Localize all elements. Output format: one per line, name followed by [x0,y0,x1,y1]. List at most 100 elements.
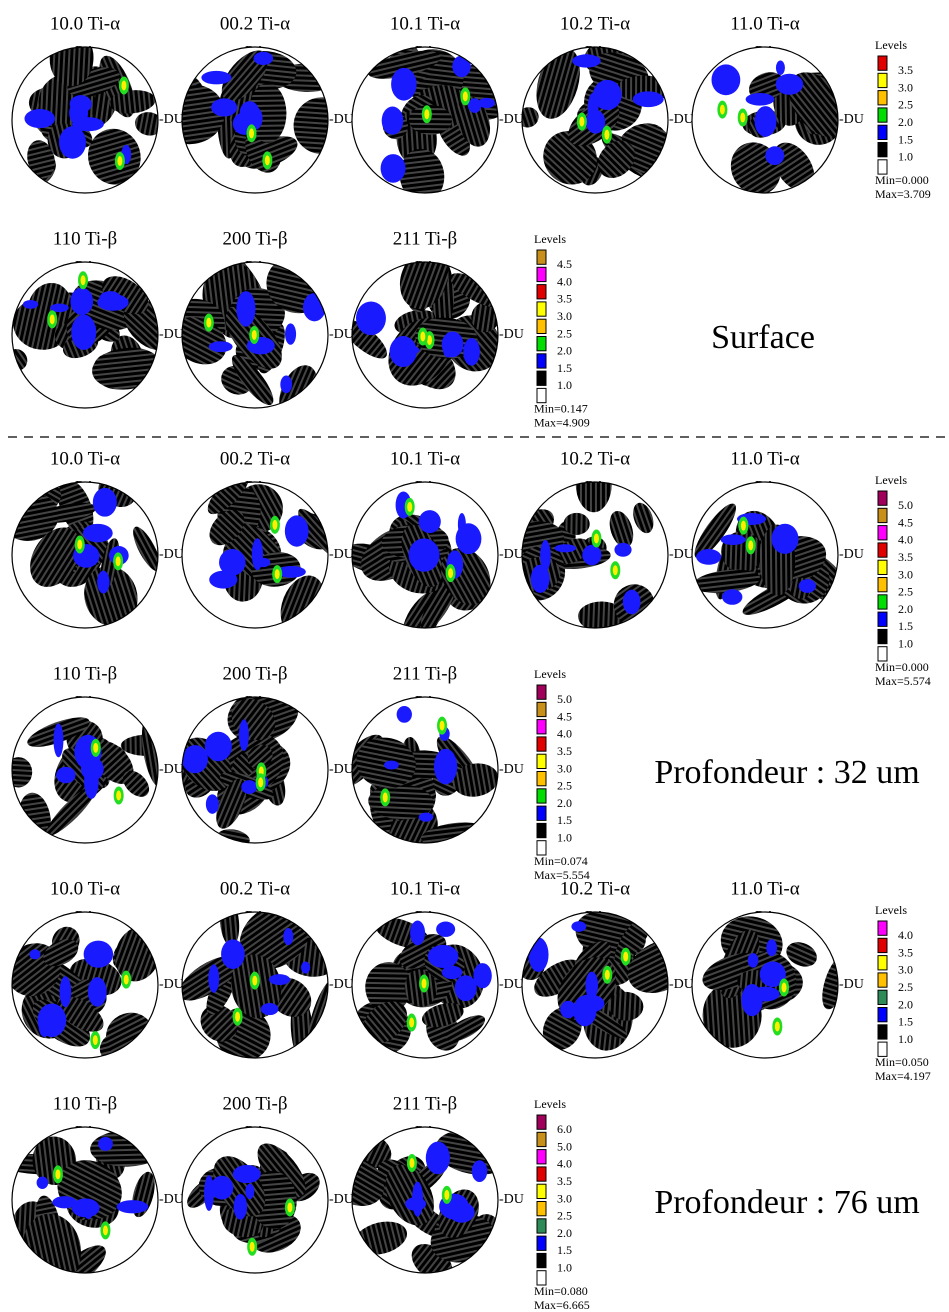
texture-region [754,106,777,137]
legend-title: Levels [875,473,907,487]
outline [11,261,159,409]
legend-level: 1.5 [557,1243,572,1257]
texture-region [56,766,76,784]
texture-region [597,140,636,179]
legend-swatch [877,1024,888,1040]
texture-region [420,577,457,628]
figure-title: 10.0 Ti-α [50,878,120,899]
texture-peak [748,540,754,551]
legend-level: 2.5 [898,980,913,994]
texture-region [69,100,89,126]
legend-level: 3.0 [557,309,572,323]
legend-title: Levels [875,903,907,917]
texture-region [22,299,39,309]
figure-title: 10.0 Ti-α [50,448,120,469]
pole-figure [182,262,328,408]
legend-level: 1.0 [898,150,913,164]
legend-level: 1.5 [898,132,913,146]
figure-title: 10.2 Ti-α [560,448,630,469]
texture-region [45,785,97,837]
legend-swatch [536,771,547,787]
axis-label: -DU [839,112,864,127]
texture-region [219,912,240,947]
figure-title: 110 Ti-β [53,228,117,249]
texture-peak [462,91,468,102]
texture-region [98,1136,113,1151]
texture-peak [409,1017,415,1028]
figure-title: 110 Ti-β [53,663,117,684]
legend-swatch [536,1131,547,1148]
outline [691,46,839,194]
legend-max: Max=3.709 [875,187,931,201]
texture-region [233,1193,248,1220]
legend-swatch [536,1114,547,1130]
legend-level: 1.0 [898,1032,913,1046]
texture-region [422,1003,464,1028]
texture-region [205,794,219,814]
texture-region [418,510,441,534]
texture-region [362,1001,408,1044]
figure-title: 10.2 Ti-α [560,13,630,34]
texture-peak [427,335,433,346]
legend-swatch [877,1007,888,1023]
axis-label: -DU [159,547,184,562]
figure-title: 00.2 Ti-α [220,13,290,34]
axis-label: -DU [669,547,694,562]
texture-region [745,93,775,106]
texture-region [722,589,743,605]
pole-figure [12,697,158,843]
legend-level: 2.5 [557,326,572,340]
legend-swatch [536,822,547,839]
texture-region [632,91,664,108]
texture-region [436,921,456,937]
texture-region [694,503,736,559]
axis-label: -DU [499,547,524,562]
texture-region [30,527,81,587]
texture-region [391,67,417,101]
legend-level: 5.0 [557,692,572,706]
figure-title: 10.1 Ti-α [390,448,460,469]
texture-region [463,338,480,366]
texture-region [389,336,417,368]
pole-figure [522,47,668,193]
legend-level: 4.5 [898,515,913,529]
legend-swatch [536,701,547,718]
texture-region [454,975,477,1002]
texture-region [473,963,492,989]
legend-swatch [536,788,547,804]
texture-peak [612,565,618,576]
texture-region [798,579,816,593]
legend-swatch [536,266,547,283]
legend-swatch [536,736,547,752]
axis-label: -DU [669,112,694,127]
legend-swatch [877,577,888,593]
legend-level: 3.5 [557,1174,572,1188]
texture-peak [382,792,388,803]
legend-swatch [877,159,888,175]
pole-figure [352,697,498,843]
section-label: Surface [711,319,815,356]
legend-swatch [536,284,547,300]
legend-swatch [877,955,888,971]
texture-region [53,723,64,758]
texture-region [471,302,498,333]
pole-figure [12,1127,158,1273]
texture-region [109,90,156,114]
legend-swatch [536,318,547,335]
legend-min: Min=0.147 [534,401,588,415]
texture-region [365,962,412,1013]
legend-level: 2.5 [898,585,913,599]
legend-swatch [536,719,547,735]
pole-figure [182,1127,328,1273]
texture-region [405,1197,427,1211]
axis-label: -DU [669,977,694,992]
legend-title: Levels [534,232,566,246]
legend-max: Max=4.197 [875,1069,931,1083]
texture-peak [92,1035,98,1046]
texture-peak [264,155,270,166]
texture-region [58,126,87,159]
texture-region [210,1175,234,1200]
outline [351,911,499,1059]
axis-label: -DU [159,762,184,777]
texture-region [585,110,606,134]
